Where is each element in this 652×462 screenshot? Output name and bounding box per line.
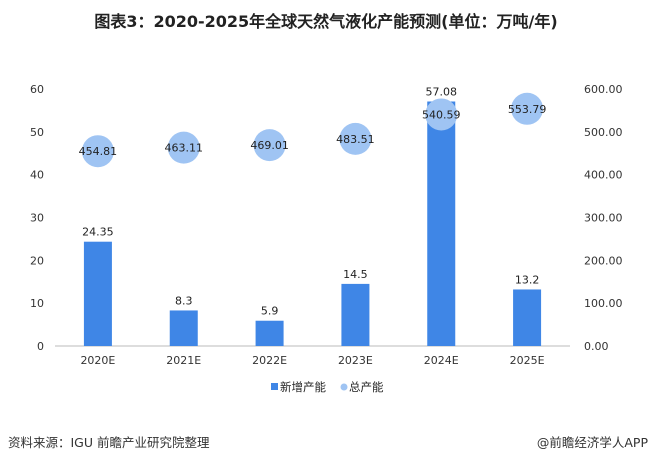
right-tick-label: 500.00 [584,126,623,139]
left-tick-label: 30 [30,212,44,225]
left-tick-label: 40 [30,169,44,182]
point-data-label: 540.59 [422,108,461,121]
bar-new-capacity [427,101,456,347]
point-total-capacity [81,135,114,168]
point-data-label: 463.11 [165,142,204,155]
left-tick-label: 10 [30,297,44,310]
legend-label-total: 总产能 [349,380,384,394]
credit-note: @前瞻经济学人APP [536,435,648,450]
bar-data-label: 24.35 [82,226,114,239]
point-total-capacity [511,92,544,125]
bar-new-capacity [255,320,284,346]
point-total-capacity [425,98,458,131]
legend-label-new: 新增产能 [280,380,326,394]
right-tick-label: 300.00 [584,212,623,225]
point-total-capacity [253,129,286,162]
x-tick-label: 2020E [80,354,115,367]
point-data-label: 483.51 [336,133,375,146]
right-tick-label: 0.00 [584,340,609,353]
chart-svg: 01020304050600.00100.00200.00300.00400.0… [30,83,623,394]
bar-data-label: 14.5 [343,268,368,281]
point-data-label: 454.81 [79,145,118,158]
legend-bar-swatch [271,383,278,390]
x-tick-label: 2022E [252,354,287,367]
point-data-label: 553.79 [508,103,547,116]
point-total-capacity [167,131,200,164]
bar-new-capacity [513,289,542,346]
x-tick-label: 2021E [166,354,201,367]
bar-data-label: 13.2 [515,273,540,286]
point-data-label: 469.01 [250,139,289,152]
left-tick-label: 60 [30,83,44,96]
bar-new-capacity [169,310,198,346]
left-tick-label: 50 [30,126,44,139]
bar-data-label: 5.9 [261,305,279,318]
right-tick-label: 200.00 [584,254,623,267]
bar-new-capacity [83,241,112,346]
source-note: 资料来源：IGU 前瞻产业研究院整理 [8,435,210,450]
x-tick-label: 2023E [338,354,373,367]
left-tick-label: 0 [37,340,44,353]
chart-title: 图表3：2020-2025年全球天然气液化产能预测(单位：万吨/年) [94,12,558,31]
bar-new-capacity [341,283,370,346]
right-tick-label: 100.00 [584,297,623,310]
bar-data-label: 57.08 [426,86,458,99]
right-tick-label: 600.00 [584,83,623,96]
bar-data-label: 8.3 [175,294,193,307]
x-tick-label: 2024E [424,354,459,367]
x-tick-label: 2025E [510,354,545,367]
left-tick-label: 20 [30,254,44,267]
point-total-capacity [339,122,372,155]
legend-circle-swatch [340,383,348,391]
right-tick-label: 400.00 [584,169,623,182]
